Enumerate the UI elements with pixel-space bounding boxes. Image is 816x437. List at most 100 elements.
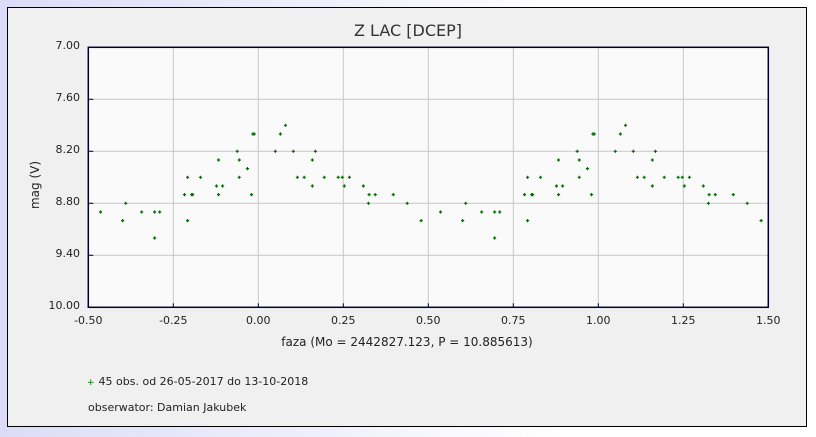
data-point-marker — [522, 193, 527, 197]
x-tick-label: 0.00 — [246, 314, 271, 327]
data-point-marker — [98, 210, 103, 214]
data-point-marker — [336, 175, 340, 179]
data-point-marker — [237, 158, 241, 162]
data-point-marker — [577, 175, 581, 179]
data-point-marker — [706, 201, 711, 205]
x-axis-label: faza (Mo = 2442827.123, P = 10.885613) — [0, 335, 816, 349]
data-point-marker — [623, 123, 628, 127]
data-point-marker — [278, 132, 282, 136]
observer-label: obserwator: Damian Jakubek — [88, 401, 247, 414]
data-point-marker — [361, 184, 365, 188]
data-point-marker — [731, 193, 735, 197]
data-point-marker — [291, 149, 295, 153]
data-point-marker — [185, 175, 190, 179]
data-point-marker — [701, 184, 705, 188]
data-point-marker — [283, 123, 288, 127]
data-point-marker — [342, 184, 346, 188]
data-point-marker — [650, 158, 654, 162]
data-point-marker — [153, 210, 157, 214]
data-point-marker — [295, 175, 299, 179]
x-tick-label: 0.50 — [416, 314, 441, 327]
data-point-marker — [273, 149, 277, 153]
data-point-marker — [347, 175, 352, 179]
data-point-marker — [438, 210, 443, 214]
data-point-marker — [525, 219, 530, 223]
legend-marker-icon: + — [87, 378, 95, 388]
data-point-marker — [216, 193, 221, 197]
data-point-marker — [531, 193, 535, 197]
data-point-marker — [653, 149, 658, 153]
data-point-marker — [216, 158, 221, 162]
data-point-marker — [121, 219, 125, 223]
data-point-marker — [635, 175, 639, 179]
y-tick-label: 8.80 — [55, 195, 81, 209]
x-tick-label: 1.00 — [586, 314, 611, 327]
data-point-marker — [592, 132, 596, 136]
data-point-marker — [464, 201, 468, 205]
data-point-marker — [707, 193, 711, 197]
data-point-marker — [759, 219, 763, 223]
data-point-marker — [221, 184, 225, 188]
y-tick-label: 10.00 — [48, 299, 81, 313]
plot-border — [87, 46, 770, 309]
data-point-marker — [461, 219, 465, 223]
data-point-marker — [185, 219, 190, 223]
data-point-marker — [480, 210, 484, 214]
data-point-marker — [556, 193, 561, 197]
data-point-marker — [618, 132, 622, 136]
data-point-marker — [237, 175, 241, 179]
data-point-marker — [575, 149, 579, 153]
data-point-marker — [252, 132, 256, 136]
data-point-marker — [153, 236, 157, 240]
x-axis-label-text: faza (Mo = 2442827.123, P = 10.885613) — [281, 335, 533, 349]
data-point-marker — [245, 167, 250, 171]
data-point-marker — [366, 201, 371, 205]
y-tick-label: 7.60 — [55, 91, 81, 105]
data-point-marker — [745, 201, 749, 205]
data-point-marker — [682, 184, 686, 188]
data-point-marker — [214, 184, 219, 188]
data-point-marker — [676, 175, 680, 179]
x-tick-label: 1.25 — [671, 314, 696, 327]
y-tick-label: 8.20 — [55, 143, 81, 157]
data-point-marker — [613, 149, 617, 153]
y-tick-label: 7.00 — [55, 39, 81, 53]
data-point-marker — [322, 175, 326, 179]
data-point-marker — [493, 236, 497, 240]
data-point-marker — [662, 175, 666, 179]
y-tick-label: 9.40 — [55, 247, 81, 261]
data-point-marker — [589, 193, 594, 197]
data-point-marker — [631, 149, 635, 153]
data-point-marker — [367, 193, 371, 197]
data-point-marker — [556, 158, 561, 162]
x-tick-label: 0.25 — [331, 314, 356, 327]
chart-title: Z LAC [DCEP] — [354, 21, 462, 40]
legend: +45 obs. od 26-05-2017 do 13-10-2018 — [87, 375, 308, 388]
legend-text: 45 obs. od 26-05-2017 do 13-10-2018 — [98, 375, 309, 388]
data-point-marker — [561, 184, 565, 188]
data-point-marker — [191, 193, 195, 197]
data-point-marker — [525, 175, 530, 179]
data-point-marker — [182, 193, 187, 197]
data-point-marker — [198, 175, 203, 179]
data-point-marker — [158, 210, 162, 214]
data-point-marker — [554, 184, 559, 188]
x-tick-label: -0.25 — [159, 314, 188, 327]
data-point-marker — [140, 210, 144, 214]
x-tick-label: 0.75 — [501, 314, 526, 327]
data-point-marker — [124, 201, 128, 205]
data-point-marker — [310, 158, 314, 162]
data-point-marker — [713, 193, 717, 197]
data-point-marker — [585, 167, 590, 171]
data-point-marker — [235, 149, 239, 153]
data-point-marker — [391, 193, 395, 197]
data-point-marker — [373, 193, 377, 197]
data-point-marker — [493, 210, 497, 214]
data-point-marker — [498, 210, 502, 214]
data-point-marker — [310, 184, 314, 188]
data-point-marker — [302, 175, 306, 179]
data-point-marker — [577, 158, 581, 162]
x-tick-label: 1.50 — [756, 314, 781, 327]
data-point-marker — [313, 149, 318, 153]
